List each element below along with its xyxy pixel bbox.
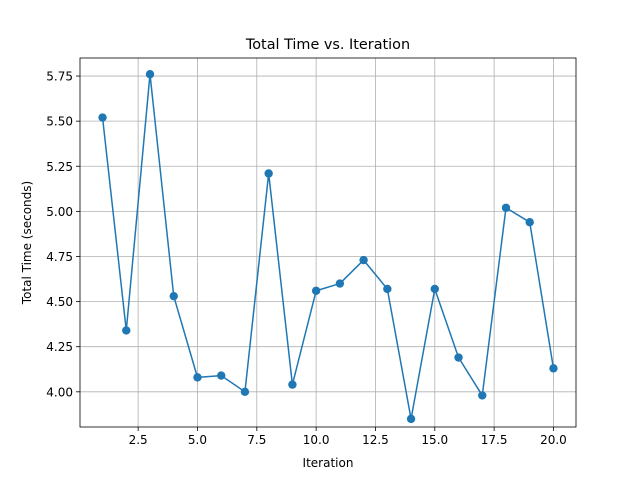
- x-axis-ticks: 2.5 5.0 7.5 10.0 12.5 15.0 17.5 20.0: [129, 427, 567, 447]
- data-point: [501, 203, 511, 212]
- data-point: [240, 387, 250, 397]
- data-point: [264, 169, 273, 178]
- data-point: [406, 414, 416, 424]
- plot-area-frame: [79, 57, 577, 428]
- x-tick-label: 12.5: [362, 433, 389, 447]
- data-point: [122, 326, 131, 335]
- data-point: [145, 70, 155, 79]
- data-point: [478, 391, 487, 400]
- data-point: [430, 284, 439, 294]
- data-point: [335, 279, 345, 288]
- x-tick-label: 15.0: [421, 433, 448, 447]
- data-point: [359, 255, 368, 265]
- data-point: [311, 286, 321, 295]
- x-tick-label: 17.5: [481, 433, 508, 447]
- data-point: [217, 371, 226, 380]
- y-tick-label: 5.00: [46, 205, 73, 219]
- chart-title: Total Time vs. Iteration: [245, 37, 410, 53]
- y-axis-ticks: 4.00 4.25 4.50 4.75 5.00 5.25 5.50 5.75: [46, 70, 80, 399]
- y-tick-label: 5.50: [46, 115, 73, 129]
- y-tick-label: 5.75: [46, 70, 73, 84]
- data-point: [549, 364, 558, 373]
- data-point: [288, 380, 297, 389]
- data-point: [525, 218, 534, 227]
- x-axis-label: Iteration: [303, 456, 354, 470]
- x-tick-label: 5.0: [188, 433, 207, 447]
- data-series: [98, 70, 558, 424]
- x-tick-label: 10.0: [303, 433, 330, 447]
- y-axis-label: Total Time (seconds): [20, 181, 34, 305]
- x-tick-label: 2.5: [129, 433, 148, 447]
- data-point: [383, 284, 392, 294]
- data-point: [193, 373, 202, 382]
- x-tick-label: 20.0: [540, 433, 567, 447]
- y-tick-label: 4.75: [46, 250, 73, 264]
- data-point: [454, 353, 463, 362]
- x-tick-label: 7.5: [247, 433, 266, 447]
- data-point: [98, 113, 107, 122]
- grid-lines: [80, 58, 576, 427]
- y-tick-label: 4.25: [46, 340, 73, 354]
- y-tick-label: 4.00: [46, 385, 73, 399]
- y-tick-label: 5.25: [46, 160, 73, 174]
- y-tick-label: 4.50: [46, 295, 73, 309]
- series-line: [101, 73, 555, 420]
- data-point: [169, 291, 178, 301]
